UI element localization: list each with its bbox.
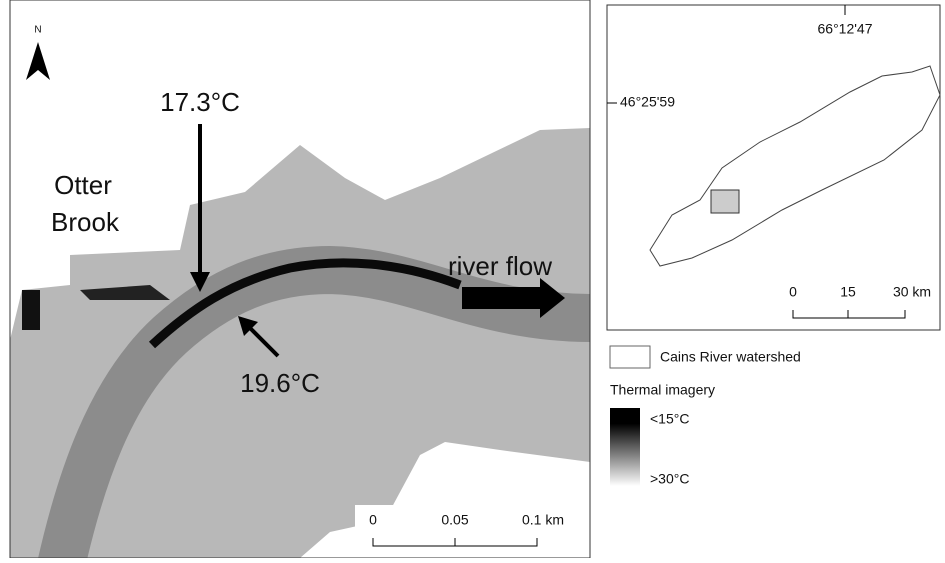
scale-bar: 0 0.05 0.1 km (355, 505, 570, 555)
legend-label: <15°C (650, 411, 689, 427)
legend-label: >30°C (650, 471, 689, 487)
temperature-label: 19.6°C (240, 368, 320, 398)
legend-label: Cains River watershed (660, 349, 801, 365)
scale-label: 30 km (893, 284, 931, 300)
flow-label: river flow (448, 251, 552, 281)
temperature-label: 17.3°C (160, 87, 240, 117)
latitude-label: 46°25'59 (620, 94, 675, 110)
legend-swatch (610, 346, 650, 368)
scale-label: 0 (789, 284, 797, 300)
figure: N 17.3°C 19.6°C Otter Brook river flow 0… (0, 0, 945, 558)
scale-label: 0 (369, 512, 377, 528)
scale-label: 0.1 km (522, 512, 564, 528)
legend-gradient (610, 408, 640, 486)
legend-title: Thermal imagery (610, 382, 715, 398)
scale-label: 15 (840, 284, 856, 300)
study-area (711, 190, 739, 213)
scale-label: 0.05 (441, 512, 468, 528)
longitude-label: 66°12'47 (818, 21, 873, 37)
place-label: Otter (54, 170, 112, 200)
north-label: N (34, 25, 41, 36)
place-label: Brook (51, 207, 120, 237)
